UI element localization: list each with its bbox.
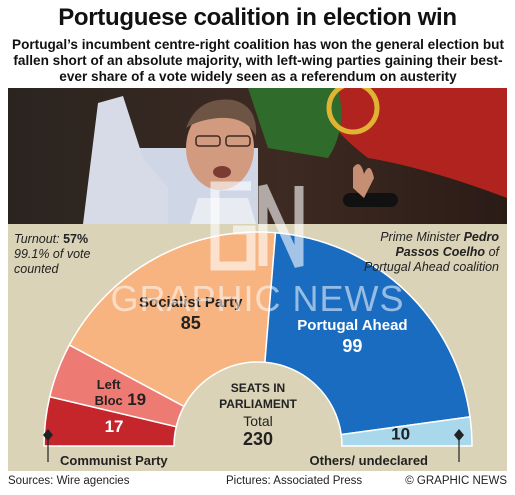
footer-credit: © GRAPHIC NEWS <box>405 475 507 487</box>
value-others: 10 <box>391 425 410 444</box>
slice-portugal-ahead <box>264 231 471 436</box>
center-line1: SEATS IN <box>231 381 285 395</box>
marker-others <box>454 429 464 441</box>
label-others: Others/ undeclared <box>310 453 429 468</box>
turnout-value: 57% <box>63 232 89 246</box>
seats-chart-panel: Socialist Party 85 Portugal Ahead 99 Left Blo… <box>8 224 507 471</box>
page-subtitle: Portugal’s incumbent centre-right coalit… <box>12 37 504 84</box>
turnout-label: Turnout: <box>14 232 60 246</box>
footer-pictures: Pictures: Associated Press <box>226 475 363 487</box>
center-total-label: Total <box>243 413 273 429</box>
value-portugal-ahead: 99 <box>342 336 362 356</box>
value-left-bloc: 19 <box>127 390 146 409</box>
label-left-bloc-line2: Bloc <box>95 393 123 408</box>
turnout-note: Turnout: 57% 99.1% of vote counted <box>14 232 134 277</box>
photo-prime-minister <box>8 88 507 224</box>
caption-name: Pedro Passos Coelho <box>395 230 499 259</box>
value-communist-party: 17 <box>105 417 124 436</box>
label-communist-party: Communist Party <box>60 453 168 468</box>
photo-caption: Prime Minister Pedro Passos Coelho of Po… <box>349 230 499 275</box>
center-line2: PARLIAMENT <box>219 397 297 411</box>
page-title: Portuguese coalition in election win <box>58 4 457 31</box>
votes-counted: 99.1% of vote counted <box>14 247 91 276</box>
marker-communist-party <box>43 429 53 441</box>
label-left-bloc-line1: Left <box>97 377 122 392</box>
caption-suffix: of Portugal Ahead coalition <box>363 245 499 274</box>
center-total-value: 230 <box>243 429 273 449</box>
label-socialist-party: Socialist Party <box>139 294 243 311</box>
footer-sources: Sources: Wire agencies <box>8 475 130 487</box>
slice-others-undeclared <box>340 416 473 447</box>
caption-prefix: Prime Minister <box>380 230 461 244</box>
label-portugal-ahead: Portugal Ahead <box>297 317 407 334</box>
seats-chart: Socialist Party 85 Portugal Ahead 99 LeftBlo… <box>43 231 473 468</box>
footer: Sources: Wire agencies Pictures: Associa… <box>8 473 507 491</box>
value-socialist-party: 85 <box>181 313 201 333</box>
